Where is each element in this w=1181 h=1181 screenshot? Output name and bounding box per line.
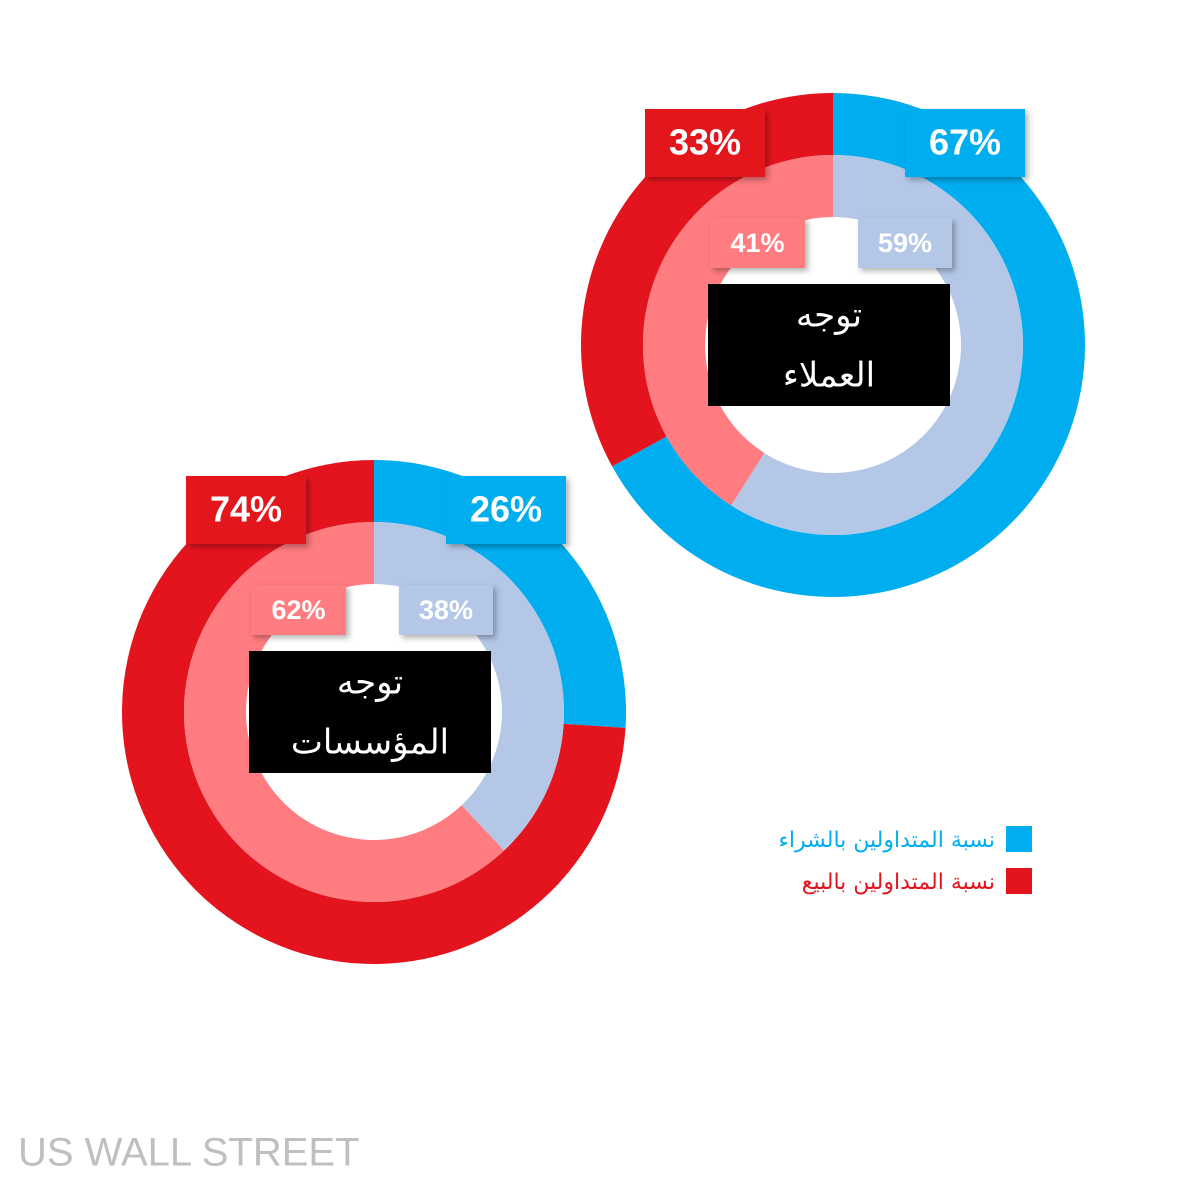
legend-swatch — [1006, 868, 1032, 894]
chart-title: توجه — [796, 296, 862, 336]
value-label-box — [186, 476, 306, 544]
value-label: 74% — [210, 489, 282, 530]
value-label-box — [446, 476, 566, 544]
value-label-box — [251, 585, 346, 635]
chart-title: المؤسسات — [291, 723, 449, 763]
value-label-box — [905, 109, 1025, 177]
value-label: 59% — [878, 228, 932, 258]
donut-segment — [581, 93, 833, 467]
legend-label: نسبة المتداولين بالشراء — [779, 828, 995, 853]
value-label: 33% — [669, 122, 741, 163]
donut-segment — [374, 522, 564, 851]
value-label: 26% — [470, 489, 542, 530]
footer: US WALL STREET — [18, 1131, 360, 1175]
value-label-box — [399, 585, 493, 635]
value-label: 41% — [730, 228, 784, 258]
value-label: 67% — [929, 122, 1001, 163]
value-label-box — [645, 109, 765, 177]
value-label-box — [710, 218, 805, 268]
donut-segment — [374, 460, 626, 728]
value-label: 62% — [271, 595, 325, 625]
donut-segment — [643, 155, 833, 506]
title-box — [708, 284, 950, 406]
chart-title: توجه — [337, 663, 403, 703]
value-label-box — [858, 218, 952, 268]
value-label: 38% — [419, 595, 473, 625]
legend-label: نسبة المتداولين بالبيع — [802, 870, 995, 895]
title-box — [249, 651, 491, 773]
chart-title: العملاء — [783, 356, 875, 396]
legend-swatch — [1006, 826, 1032, 852]
